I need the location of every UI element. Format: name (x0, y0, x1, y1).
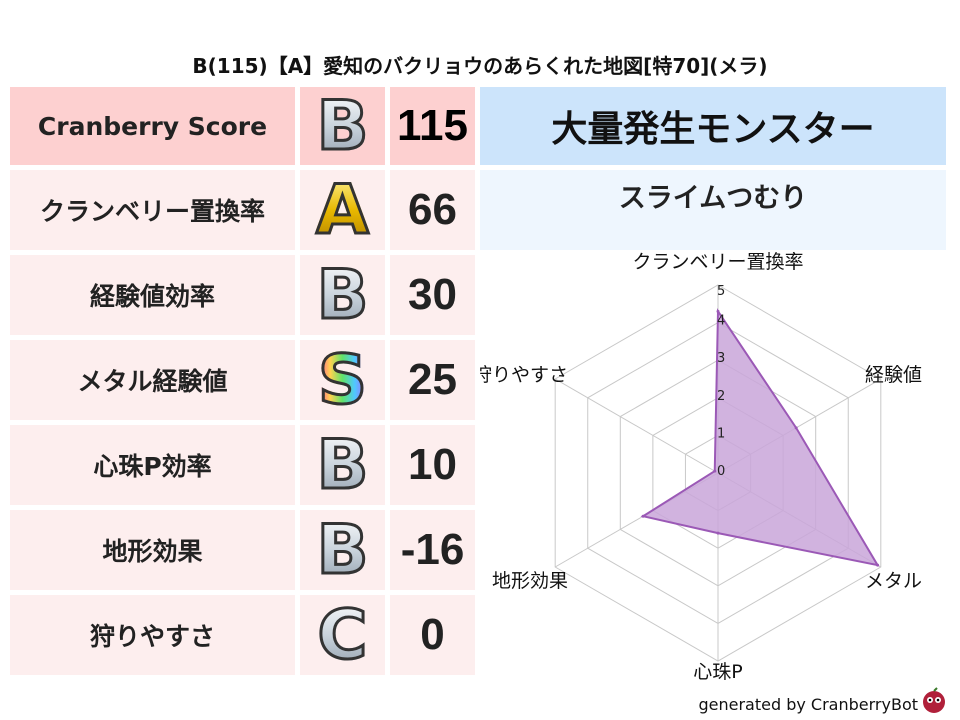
row-value: 0 (390, 595, 475, 675)
tick-label: 3 (717, 351, 725, 366)
axis-label: 経験値 (865, 364, 922, 386)
grade-letter: C (316, 595, 369, 675)
row-value: 25 (390, 340, 475, 420)
footer-credit: generated by CranberryBot (698, 695, 918, 714)
tick-label: 4 (717, 314, 725, 329)
grade-badge: S (300, 340, 385, 420)
radar-point (876, 563, 880, 567)
radar-point (794, 426, 798, 430)
axis-label: 地形効果 (492, 570, 568, 592)
map-title: B(115)【A】愛知のバクリョウのあらくれた地図[特70](メラ) (192, 54, 768, 78)
row-label: 経験値効率 (10, 255, 295, 335)
row-value-text: 25 (408, 355, 457, 404)
row-value: -16 (390, 510, 475, 590)
row-value: 30 (390, 255, 475, 335)
row-value: 10 (390, 425, 475, 505)
grade-badge: C (300, 595, 385, 675)
row-label-text: 地形効果 (102, 537, 203, 566)
row-value-text: 30 (408, 270, 457, 319)
radar-point (716, 309, 720, 313)
tick-label: 1 (717, 426, 725, 441)
row-label-text: メタル経験値 (77, 367, 228, 396)
grade-badge: B (300, 87, 385, 165)
row-value: 115 (390, 87, 475, 165)
tick-label: 2 (717, 389, 725, 404)
cranberry-bot-icon (923, 687, 945, 713)
axis-label: 心珠P (693, 661, 742, 683)
grade-letter: B (315, 87, 370, 165)
row-value-text: -16 (400, 525, 465, 574)
monster-name: スライムつむり (480, 170, 946, 250)
radar-point (716, 531, 720, 535)
row-label: 狩りやすさ (10, 595, 295, 675)
axis-label: クランベリー置換率 (632, 251, 803, 273)
grade-badge: B (300, 255, 385, 335)
row-value-text: 0 (420, 610, 445, 659)
row-value-text: 66 (408, 185, 457, 234)
grid-spoke (554, 378, 719, 474)
row-label: クランベリー置換率 (10, 170, 295, 250)
grade-letter: B (315, 255, 370, 335)
grade-badge: B (300, 510, 385, 590)
row-value-text: 115 (397, 101, 468, 150)
row-label-text: クランベリー置換率 (39, 197, 265, 226)
grade-letter: B (315, 425, 370, 505)
row-label: Cranberry Score (10, 87, 295, 165)
row-value: 66 (390, 170, 475, 250)
row-label-text: 心珠P効率 (93, 452, 212, 481)
grade-badge: A (300, 170, 385, 250)
tick-label: 5 (717, 284, 725, 299)
row-value-text: 10 (408, 440, 457, 489)
radar-series-area (640, 308, 880, 567)
tick-label: 0 (717, 464, 725, 479)
radar-point (713, 469, 717, 473)
row-label-text: 経験値効率 (89, 282, 215, 311)
grade-letter: B (315, 510, 370, 590)
radar-point (641, 514, 645, 518)
row-label: 心珠P効率 (10, 425, 295, 505)
row-label: 地形効果 (10, 510, 295, 590)
row-label-text: Cranberry Score (37, 111, 268, 141)
grade-letter: A (315, 170, 371, 250)
axis-label: メタル (865, 570, 922, 592)
monster-header: 大量発生モンスター (480, 87, 946, 165)
grade-badge: B (300, 425, 385, 505)
grade-letter: S (317, 340, 369, 420)
axis-label: 狩りやすさ (480, 364, 568, 386)
row-label: メタル経験値 (10, 340, 295, 420)
row-label-text: 狩りやすさ (89, 622, 215, 651)
